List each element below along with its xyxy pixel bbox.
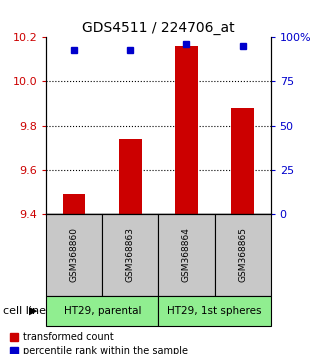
Text: GSM368863: GSM368863 xyxy=(126,227,135,282)
Text: ▶: ▶ xyxy=(29,306,37,316)
Legend: transformed count, percentile rank within the sample: transformed count, percentile rank withi… xyxy=(8,331,190,354)
Bar xyxy=(46,214,102,296)
Bar xyxy=(46,296,158,326)
Bar xyxy=(119,139,142,214)
Bar xyxy=(175,46,198,214)
Bar xyxy=(63,194,85,214)
Title: GDS4511 / 224706_at: GDS4511 / 224706_at xyxy=(82,21,235,35)
Bar xyxy=(231,108,254,214)
Bar xyxy=(102,214,158,296)
Bar xyxy=(214,214,271,296)
Bar xyxy=(158,296,271,326)
Text: GSM368860: GSM368860 xyxy=(70,227,79,282)
Text: HT29, 1st spheres: HT29, 1st spheres xyxy=(167,306,262,316)
Text: GSM368865: GSM368865 xyxy=(238,227,247,282)
Text: GSM368864: GSM368864 xyxy=(182,227,191,282)
Bar xyxy=(158,214,215,296)
Text: HT29, parental: HT29, parental xyxy=(64,306,141,316)
Text: cell line: cell line xyxy=(3,306,46,316)
